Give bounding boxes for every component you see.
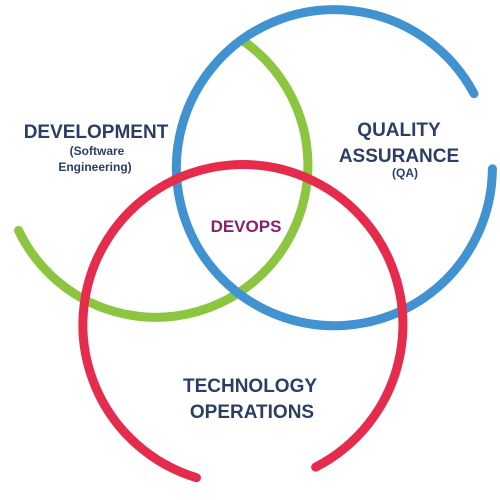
quality-assurance-title-line1: QUALITY [357, 120, 441, 141]
quality-assurance-ring [171, 5, 497, 331]
technology-operations-title-line1: TECHNOLOGY [183, 376, 317, 397]
development-ring [14, 36, 313, 322]
development-subtitle-line2: Engineering) [58, 160, 131, 174]
development-subtitle-line1: (Software [70, 144, 125, 158]
devops-center-label: DEVOPS [211, 217, 282, 236]
quality-assurance-subtitle: (QA) [392, 166, 418, 180]
quality-assurance-title-line2: ASSURANCE [339, 146, 459, 167]
technology-operations-ring [78, 160, 408, 483]
technology-operations-title-line2: OPERATIONS [190, 402, 314, 423]
development-title: DEVELOPMENT [24, 122, 169, 143]
